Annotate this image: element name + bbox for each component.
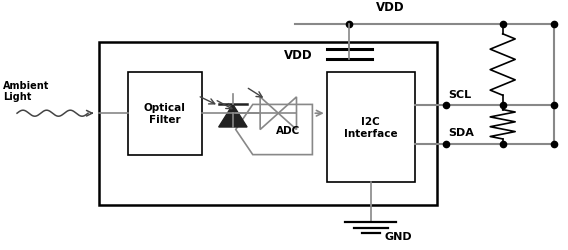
Text: VDD: VDD	[284, 48, 312, 62]
Text: Ambient
Light: Ambient Light	[3, 80, 49, 102]
Text: GND: GND	[385, 231, 412, 241]
Text: ADC: ADC	[276, 125, 300, 135]
Bar	[128, 72, 202, 155]
Bar	[327, 72, 415, 182]
Polygon shape	[219, 105, 247, 128]
Polygon shape	[236, 105, 312, 155]
Text: SDA: SDA	[449, 128, 475, 138]
Text: VDD: VDD	[376, 1, 405, 14]
Text: SCL: SCL	[449, 89, 472, 99]
Bar	[99, 42, 437, 205]
Text: I2C
Interface: I2C Interface	[344, 117, 398, 138]
Text: Optical
Filter: Optical Filter	[144, 103, 186, 124]
